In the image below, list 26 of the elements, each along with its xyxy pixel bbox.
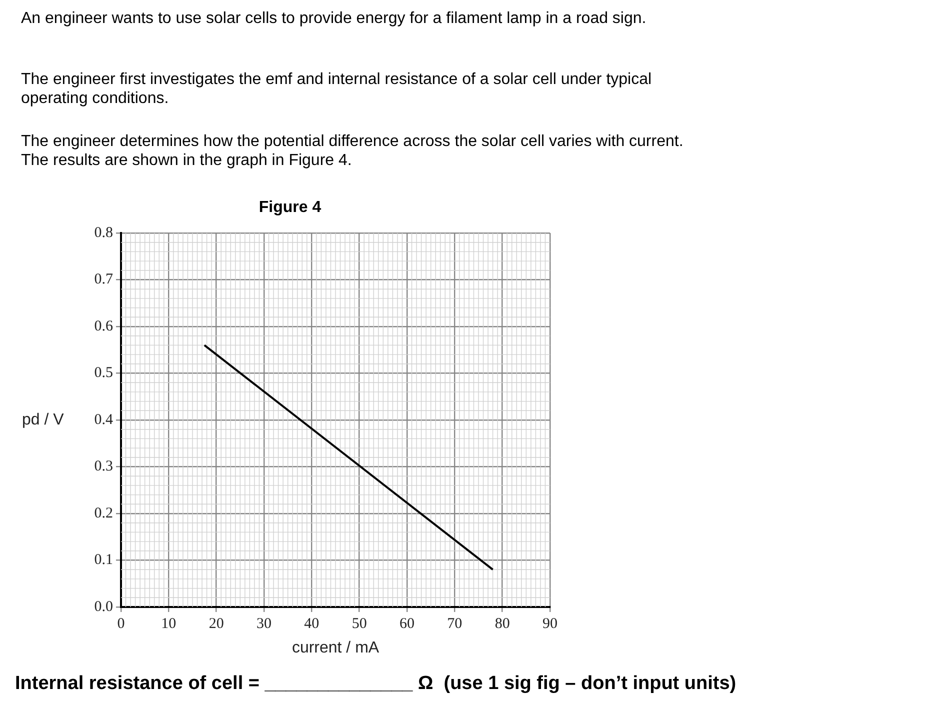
y-tick-label: 0.4 — [94, 412, 114, 428]
y-tick-label: 0.5 — [94, 365, 113, 382]
y-tick-label: 0.3 — [94, 458, 113, 475]
x-tick-label: 90 — [542, 616, 558, 632]
x-tick-label: 50 — [352, 616, 367, 632]
y-tick-label: 0.1 — [94, 552, 113, 568]
x-tick-label: 40 — [304, 616, 320, 632]
text: An engineer wants to use solar cells to provide energy for a filament lamp in a road sign. — [21, 9, 648, 28]
x-axis-title: current / mA — [292, 639, 380, 656]
text: Internal resistance of cell = ______________ Ω (use 1 sig fig – don’t input units) — [15, 673, 736, 695]
y-tick-label: 0.8 — [94, 224, 113, 241]
y-tick-label: 0.6 — [94, 318, 114, 334]
x-tick-label: 0 — [117, 616, 125, 632]
x-tick-label: 30 — [256, 616, 272, 632]
text: The engineer determines how the potential difference across the solar cell varies with current. The results are shown in the graph in Figure 4. — [21, 132, 684, 170]
x-tick-label: 20 — [208, 616, 224, 632]
x-tick-label: 60 — [400, 616, 414, 632]
y-tick-label: 0.0 — [94, 598, 113, 615]
x-tick-label: 80 — [494, 616, 510, 632]
x-tick-label: 10 — [161, 616, 176, 632]
y-tick-label: 0.7 — [94, 272, 114, 288]
y-tick-label: 0.2 — [94, 505, 113, 522]
y-axis-title: pd / V — [22, 411, 64, 428]
chart-title: Figure 4 — [258, 199, 322, 217]
text: The engineer first investigates the emf and internal resistance of a solar cell under typical operating conditions. — [21, 70, 653, 108]
x-tick-label: 70 — [447, 616, 462, 632]
